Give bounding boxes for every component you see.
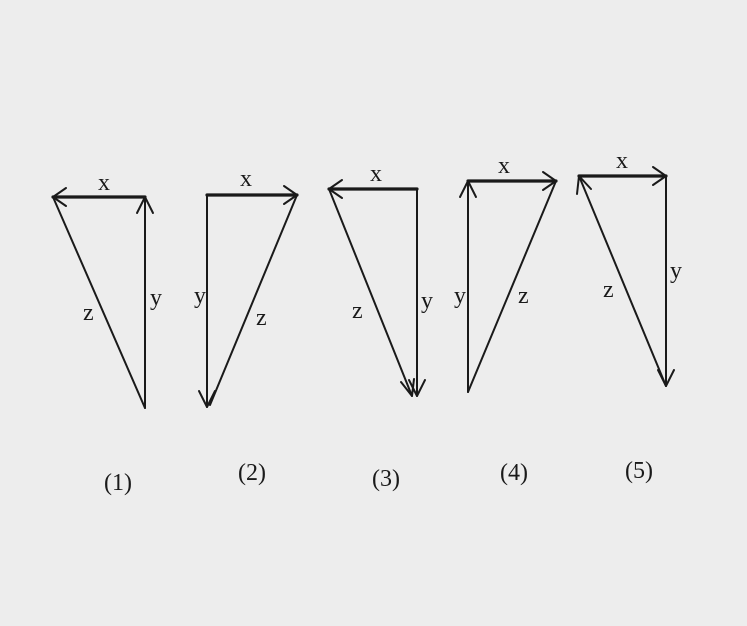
fig1-label-y: y: [150, 285, 162, 311]
fig3-label-y: y: [421, 288, 433, 314]
fig5-label-z: z: [603, 277, 614, 303]
fig2-label-x: x: [240, 166, 252, 192]
figure-1: x y z (1): [51, 170, 162, 496]
fig4-number: (4): [500, 460, 528, 486]
fig1-arrowhead-y: [136, 196, 154, 214]
fig4-arrowhead-y: [459, 180, 477, 198]
figure-5: x y z (5): [576, 148, 682, 484]
fig1-vector-z: [52, 196, 146, 409]
fig2-label-y: y: [194, 283, 206, 309]
fig3-number: (3): [372, 466, 400, 492]
fig1-number: (1): [104, 470, 132, 496]
fig4-label-y: y: [454, 283, 466, 309]
figure-4: x y z (4): [454, 153, 558, 486]
fig5-arrowhead-z: [576, 175, 592, 195]
fig1-label-x: x: [98, 170, 110, 196]
fig2-label-z: z: [256, 305, 267, 331]
fig3-vector-z: [328, 188, 413, 397]
fig2-vector-z: [209, 194, 298, 406]
fig2-number: (2): [238, 460, 266, 486]
fig2-arrowhead-y: [198, 390, 216, 408]
fig4-vector-z: [467, 180, 557, 393]
figure-2: x y z (2): [194, 166, 299, 486]
figure-3: x y z (3): [327, 161, 433, 492]
fig5-label-y: y: [670, 258, 682, 284]
fig4-label-z: z: [518, 283, 529, 309]
fig4-label-x: x: [498, 153, 510, 179]
fig3-arrowhead-z: [400, 378, 415, 397]
fig3-label-x: x: [370, 161, 382, 187]
fig3-label-z: z: [352, 298, 363, 324]
fig3-arrowhead-y: [408, 379, 426, 397]
fig1-label-z: z: [83, 300, 94, 326]
fig5-label-x: x: [616, 148, 628, 174]
fig5-vector-z: [578, 175, 667, 387]
fig5-number: (5): [625, 458, 653, 484]
